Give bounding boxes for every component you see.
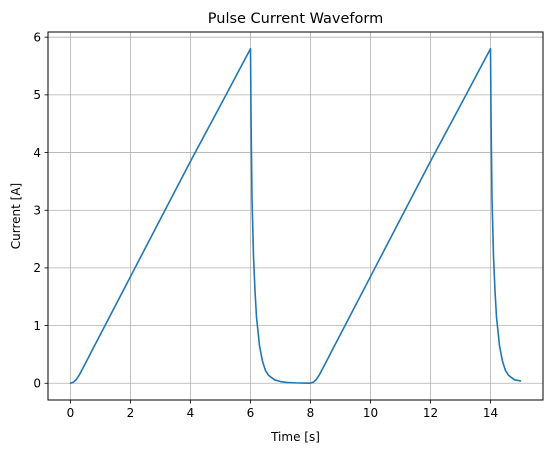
axes-frame bbox=[47, 31, 544, 401]
x-tick-label: 2 bbox=[127, 406, 135, 420]
x-tick-label: 4 bbox=[187, 406, 195, 420]
y-tick-label: 5 bbox=[33, 88, 41, 102]
x-tick-label: 0 bbox=[67, 406, 75, 420]
x-tick-label: 14 bbox=[483, 406, 498, 420]
x-tick-label: 10 bbox=[363, 406, 378, 420]
y-tick-label: 3 bbox=[33, 204, 41, 218]
y-tick-label: 2 bbox=[33, 261, 41, 275]
current-series-line bbox=[69, 47, 522, 385]
y-tick-label: 1 bbox=[33, 319, 41, 333]
y-tick-label: 4 bbox=[33, 146, 41, 160]
y-axis-label: Current [A] bbox=[9, 183, 23, 249]
x-tick-label: 12 bbox=[423, 406, 438, 420]
y-tick-label: 6 bbox=[33, 30, 41, 44]
x-tick-label: 6 bbox=[247, 406, 255, 420]
y-tick-label: 0 bbox=[33, 377, 41, 391]
series-layer bbox=[69, 47, 522, 385]
grid bbox=[48, 32, 543, 400]
chart-title: Pulse Current Waveform bbox=[208, 11, 383, 27]
x-tick-label: 8 bbox=[307, 406, 315, 420]
x-axis-label: Time [s] bbox=[270, 430, 320, 444]
